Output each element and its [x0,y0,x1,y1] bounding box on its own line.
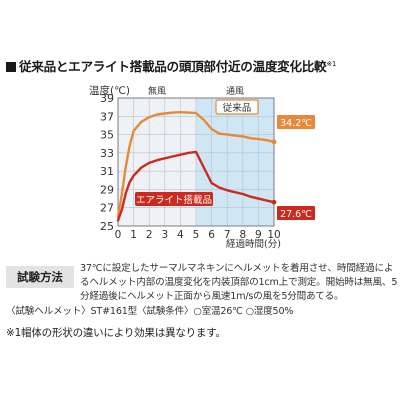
x-tick-label-3: 3 [161,229,168,241]
footnote: ※1帽体の形状の違いにより効果は異なります。 [6,327,226,339]
region-1 [196,98,274,226]
y-tick-label-3: 31 [100,165,114,178]
region-0 [118,98,196,226]
x-tick-label-0: 0 [115,229,122,241]
y-tick-label-5: 35 [100,129,114,142]
y-tick-label-2: 29 [100,183,114,196]
chart-title: 従来品とエアライト搭載品の頭頂部付近の温度変化比較※1 [6,56,398,75]
y-tick-label-0: 25 [100,220,114,233]
series-line-0 [116,110,276,219]
test-conditions: 〈試験ヘルメット〉ST#161型〈試験条件〉○室温26℃ ○湿度50% [6,306,294,317]
region-label-0: 無風 [148,85,166,97]
x-tick-label-1: 1 [130,229,137,241]
y-tick-label-1: 27 [100,202,114,215]
x-tick-label-10: 10 [267,229,280,241]
series-name-box-0 [215,99,259,115]
title-square-icon [6,62,16,72]
test-method-label: 試験方法 [6,266,74,288]
y-axis-label: 温度(℃) [89,84,130,97]
x-tick-label-7: 7 [224,229,231,241]
y-tick-label-6: 37 [100,110,114,123]
end-label-0: 34.2℃ [280,118,312,129]
series-endpoint-1 [271,199,277,205]
y-tick-label-7: 39 [100,92,114,105]
x-tick-label-4: 4 [177,229,184,241]
x-tick-label-6: 6 [208,229,215,241]
plot-frame [117,97,275,227]
x-axis-label: 経過時間(分) [226,238,281,250]
end-label-box-1 [277,206,315,220]
y-tick-label-4: 33 [100,147,114,160]
series-name-box-1 [135,192,213,206]
series-name-1: エアライト搭載品 [136,194,212,206]
chart-title-text: 従来品とエアライト搭載品の頭頂部付近の温度変化比較 [19,59,327,74]
x-tick-label-5: 5 [193,229,200,241]
end-label-box-0 [277,115,315,129]
x-tick-label-9: 9 [255,229,262,241]
x-tick-label-2: 2 [146,229,153,241]
test-method-description: 37℃に設定したサーマルマネキンにヘルメットを着用させ、時間経過によるヘルメット… [80,263,398,302]
temperature-line-chart: 無風 通風 25 27 29 31 33 35 37 39 0 1 2 3 4 5 6 7 8 9 10 温度(℃) 経過時… [89,84,315,250]
title-footnote-mark: ※1 [326,59,337,68]
region-label-1: 通風 [226,86,244,97]
x-tick-label-8: 8 [239,229,246,241]
end-label-1: 27.6℃ [280,209,312,220]
series-line-1 [116,150,276,222]
series-endpoint-0 [271,139,277,145]
series-name-0: 従来品 [223,102,252,114]
